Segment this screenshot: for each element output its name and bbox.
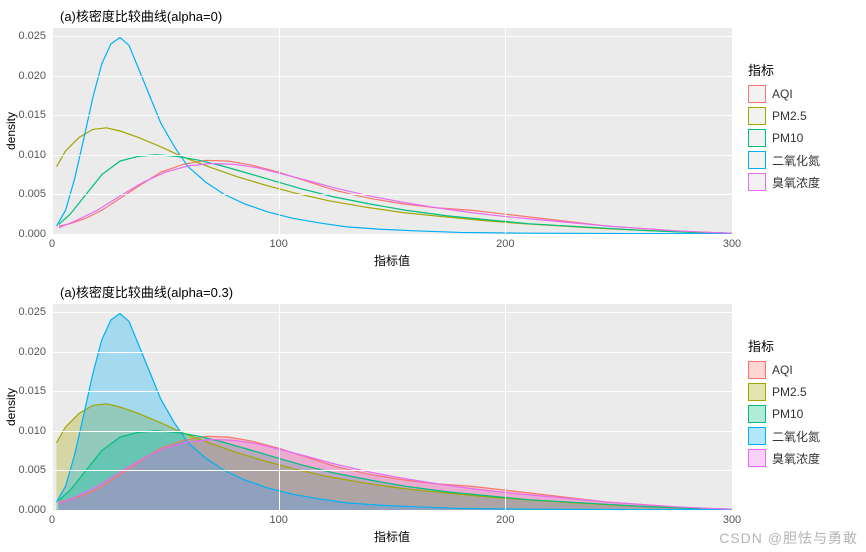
legend-title-top: 指标 [748, 60, 858, 79]
chart-svg-top [52, 28, 732, 234]
ytick: 0.015 [18, 385, 52, 397]
legend-item: PM10 [748, 129, 858, 147]
legend-label: 二氧化氮 [772, 428, 820, 445]
legend-swatch [748, 449, 766, 467]
xtick: 100 [269, 234, 287, 250]
legend-swatch [748, 427, 766, 445]
legend-top: 指标 AQI PM2.5 PM10 二氧化氮臭氧浓度 [748, 60, 858, 195]
xtick: 0 [49, 510, 55, 526]
legend-swatch [748, 85, 766, 103]
legend-swatch [748, 107, 766, 125]
ytick: 0.025 [18, 30, 52, 42]
xtick: 0 [49, 234, 55, 250]
panel-top: (a)核密度比较曲线(alpha=0) density 0.0000.0050.… [0, 0, 866, 276]
ytick: 0.000 [18, 504, 52, 516]
xlabel-top: 指标值 [52, 252, 732, 269]
ytick: 0.020 [18, 70, 52, 82]
density-line-AQI [59, 160, 732, 233]
legend-label: AQI [772, 363, 793, 377]
legend-label: PM10 [772, 131, 803, 145]
xtick: 100 [269, 510, 287, 526]
panel-bottom: (a)核密度比较曲线(alpha=0.3) density 0.0000.005… [0, 276, 866, 552]
xtick: 300 [723, 510, 741, 526]
legend-swatch [748, 173, 766, 191]
legend-label: AQI [772, 87, 793, 101]
ytick: 0.020 [18, 346, 52, 358]
ylabel-top: density [4, 28, 18, 234]
legend-item: 臭氧浓度 [748, 173, 858, 191]
density-line-臭氧浓度 [59, 163, 732, 233]
legend-swatch [748, 383, 766, 401]
legend-swatch [748, 405, 766, 423]
legend-label: PM10 [772, 407, 803, 421]
legend-bottom: 指标 AQI PM2.5 PM10 二氧化氮臭氧浓度 [748, 336, 858, 471]
ytick: 0.005 [18, 188, 52, 200]
watermark: CSDN @胆怯与勇敢 [719, 528, 858, 548]
legend-title-bottom: 指标 [748, 336, 858, 355]
legend-item: PM10 [748, 405, 858, 423]
legend-item: PM2.5 [748, 383, 858, 401]
legend-label: 二氧化氮 [772, 152, 820, 169]
density-line-二氧化氮 [57, 38, 732, 234]
legend-item: 二氧化氮 [748, 151, 858, 169]
ytick: 0.000 [18, 228, 52, 240]
legend-item: 臭氧浓度 [748, 449, 858, 467]
legend-swatch [748, 361, 766, 379]
plot-area-bottom: 0.0000.0050.0100.0150.0200.0250100200300 [52, 304, 732, 510]
ytick: 0.010 [18, 425, 52, 437]
ytick: 0.005 [18, 464, 52, 476]
legend-swatch [748, 129, 766, 147]
xlabel-bottom: 指标值 [52, 528, 732, 545]
legend-item: 二氧化氮 [748, 427, 858, 445]
ylabel-bottom: density [4, 304, 18, 510]
plot-area-top: 0.0000.0050.0100.0150.0200.0250100200300 [52, 28, 732, 234]
legend-label: 臭氧浓度 [772, 450, 820, 467]
density-line-PM2.5 [57, 128, 732, 233]
legend-label: PM2.5 [772, 385, 807, 399]
ytick: 0.025 [18, 306, 52, 318]
legend-swatch [748, 151, 766, 169]
legend-item: PM2.5 [748, 107, 858, 125]
xtick: 300 [723, 234, 741, 250]
legend-item: AQI [748, 85, 858, 103]
ytick: 0.010 [18, 149, 52, 161]
panel-title-bottom: (a)核密度比较曲线(alpha=0.3) [60, 282, 233, 301]
legend-label: PM2.5 [772, 109, 807, 123]
xtick: 200 [496, 510, 514, 526]
legend-item: AQI [748, 361, 858, 379]
chart-svg-bottom [52, 304, 732, 510]
panel-title-top: (a)核密度比较曲线(alpha=0) [60, 6, 222, 25]
xtick: 200 [496, 234, 514, 250]
ytick: 0.015 [18, 109, 52, 121]
legend-label: 臭氧浓度 [772, 174, 820, 191]
